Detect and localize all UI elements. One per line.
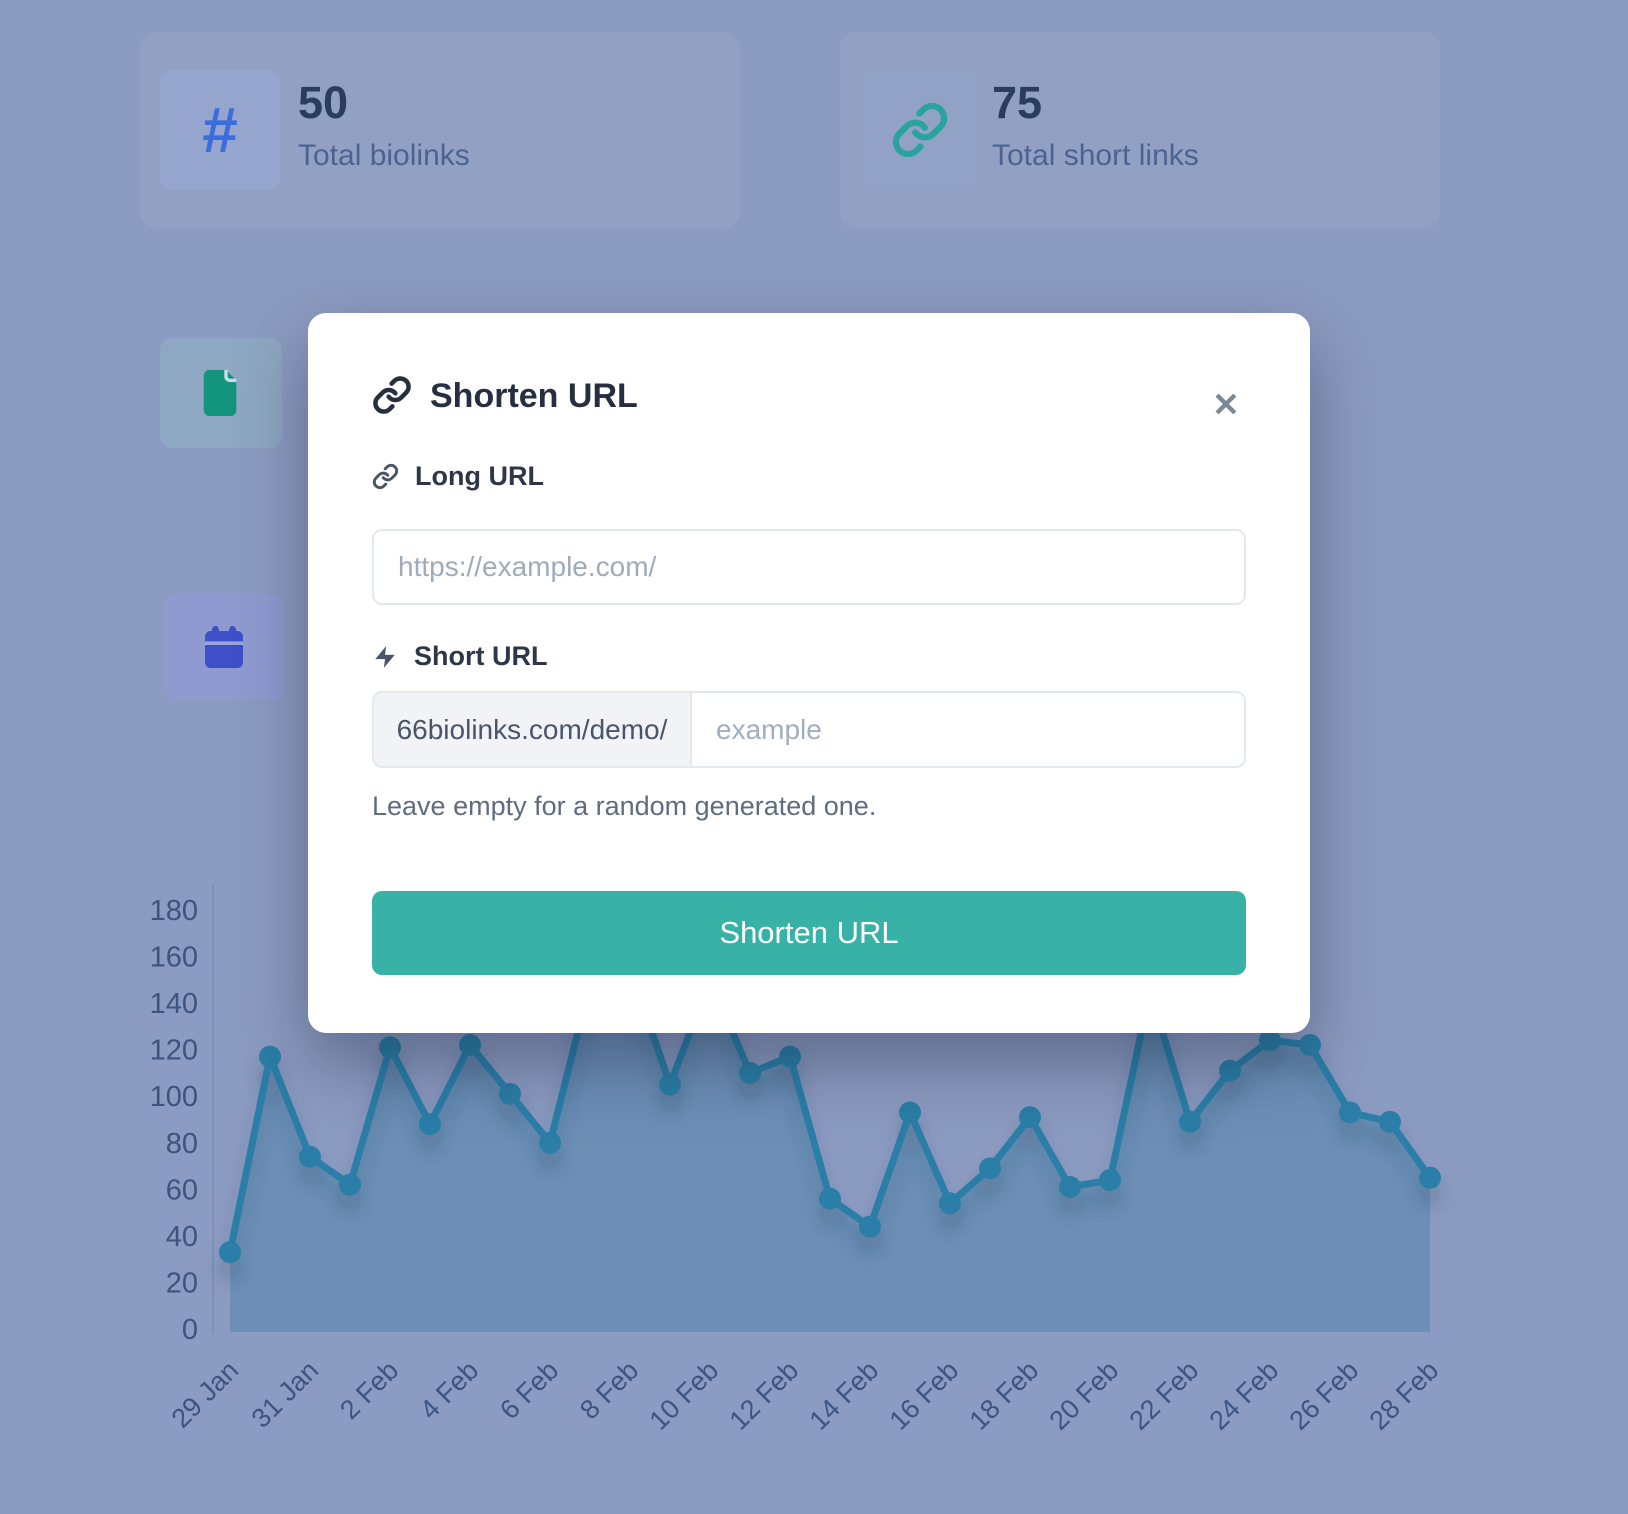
close-icon[interactable]: ✕ (1196, 381, 1256, 429)
short-url-helper-text: Leave empty for a random generated one. (372, 791, 877, 821)
hash-icon: # (202, 94, 238, 166)
svg-text:20: 20 (166, 1267, 198, 1299)
svg-text:160: 160 (150, 942, 198, 974)
stat-label-shortlinks: Total short links (992, 139, 1199, 172)
svg-text:16 Feb: 16 Feb (884, 1355, 965, 1436)
svg-text:0: 0 (182, 1314, 198, 1346)
modal-title: Shorten URL (430, 377, 638, 415)
svg-text:26 Feb: 26 Feb (1284, 1355, 1365, 1436)
svg-text:140: 140 (150, 988, 198, 1020)
stat-value-shortlinks: 75 (992, 77, 1043, 128)
svg-text:40: 40 (166, 1221, 198, 1253)
shorten-url-modal: Shorten URL ✕ Long URL Short URL 66bioli… (308, 313, 1310, 1033)
svg-text:60: 60 (166, 1174, 198, 1206)
stat-icon-tile (860, 70, 980, 190)
stat-card-shortlinks: 75 Total short links (840, 32, 1440, 228)
svg-text:18 Feb: 18 Feb (964, 1355, 1045, 1436)
stat-icon-tile-calendar (165, 594, 283, 700)
svg-text:24 Feb: 24 Feb (1204, 1355, 1285, 1436)
short-url-label-text: Short URL (414, 641, 548, 671)
svg-text:120: 120 (150, 1035, 198, 1067)
long-url-label-text: Long URL (415, 461, 544, 491)
stat-value-biolinks: 50 (298, 77, 349, 128)
svg-text:80: 80 (166, 1128, 198, 1160)
link-icon (372, 375, 412, 415)
link-icon (372, 463, 399, 490)
svg-text:180: 180 (150, 895, 198, 927)
short-url-prefix: 66biolinks.com/demo/ (374, 693, 692, 766)
shorten-url-button[interactable]: Shorten URL (372, 891, 1246, 975)
stat-icon-tile: # (160, 70, 280, 190)
svg-text:29 Jan: 29 Jan (166, 1355, 245, 1434)
svg-text:4 Feb: 4 Feb (414, 1355, 484, 1425)
svg-text:100: 100 (150, 1081, 198, 1113)
svg-text:10 Feb: 10 Feb (644, 1355, 725, 1436)
short-url-input-group: 66biolinks.com/demo/ (372, 691, 1246, 768)
stat-icon-tile-pages (160, 338, 282, 448)
short-url-label: Short URL (372, 641, 547, 672)
svg-text:22 Feb: 22 Feb (1124, 1355, 1205, 1436)
calendar-icon (200, 622, 248, 672)
lightning-icon (372, 644, 398, 670)
svg-text:2 Feb: 2 Feb (334, 1355, 404, 1425)
svg-text:31 Jan: 31 Jan (246, 1355, 325, 1434)
svg-text:8 Feb: 8 Feb (574, 1355, 644, 1425)
svg-text:14 Feb: 14 Feb (804, 1355, 885, 1436)
svg-text:6 Feb: 6 Feb (494, 1355, 564, 1425)
svg-text:12 Feb: 12 Feb (724, 1355, 805, 1436)
long-url-input[interactable] (372, 529, 1246, 605)
stat-card-biolinks: # 50 Total biolinks (140, 32, 740, 228)
short-url-input[interactable] (692, 693, 1244, 766)
stat-label-biolinks: Total biolinks (298, 139, 470, 172)
document-icon (198, 367, 244, 419)
svg-text:28 Feb: 28 Feb (1364, 1355, 1445, 1436)
svg-text:20 Feb: 20 Feb (1044, 1355, 1125, 1436)
long-url-label: Long URL (372, 461, 544, 492)
link-icon (891, 101, 949, 159)
